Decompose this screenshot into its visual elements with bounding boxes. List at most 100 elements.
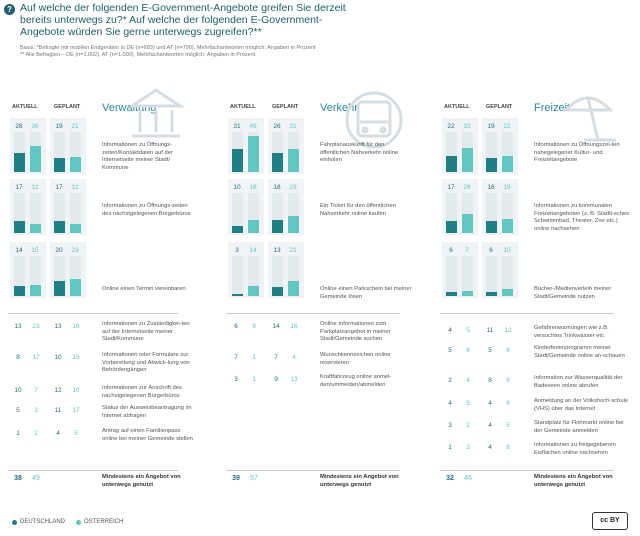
bar-track bbox=[30, 193, 41, 233]
row-value: 16 bbox=[290, 323, 298, 330]
bar-at bbox=[288, 216, 299, 233]
bar-value: 18 bbox=[273, 184, 281, 191]
footnote-all: ** Alle Befragten – DE (n=1.002), AT (n=… bbox=[20, 52, 256, 58]
bar-track bbox=[446, 256, 457, 296]
row-value: 4 bbox=[292, 354, 296, 361]
bar-value: 31 bbox=[233, 123, 241, 130]
bar-value: 26 bbox=[273, 123, 281, 130]
bar-value: 26 bbox=[15, 123, 23, 130]
row-value: 5 bbox=[16, 407, 20, 414]
bar-de bbox=[446, 221, 457, 233]
bar-track bbox=[446, 193, 457, 233]
bar-value: 22 bbox=[503, 123, 511, 130]
summary-label: Mindestens ein Angebot von unterwegs gen… bbox=[320, 474, 399, 488]
summary-divider bbox=[8, 470, 178, 471]
row-label: Online Informationen zum Parkplatzangebo… bbox=[320, 321, 391, 342]
column-header-current: AKTUELL bbox=[444, 104, 470, 110]
bus-icon bbox=[345, 91, 403, 149]
bar-track bbox=[14, 193, 25, 233]
bar-at bbox=[502, 156, 513, 172]
row-value: 9 bbox=[274, 376, 278, 383]
bar-value: 13 bbox=[273, 247, 281, 254]
row-value: 3 bbox=[448, 422, 452, 429]
row-value: 5 bbox=[506, 422, 510, 429]
institution-icon bbox=[127, 88, 185, 138]
bar-value: 17 bbox=[15, 184, 23, 191]
bar-value: 31 bbox=[289, 123, 297, 130]
question-icon: ? bbox=[4, 4, 15, 15]
row-value: 9 bbox=[252, 323, 256, 330]
row-value: 8 bbox=[16, 354, 20, 361]
bar-de bbox=[14, 221, 25, 233]
bar-label: Online einen Termin vereinbaren bbox=[102, 286, 186, 292]
bar-value: 19 bbox=[55, 123, 63, 130]
section-divider bbox=[8, 313, 178, 314]
row-value: 7 bbox=[274, 354, 278, 361]
bar-value: 10 bbox=[233, 184, 241, 191]
row-value: 6 bbox=[506, 444, 510, 451]
bar-track bbox=[288, 193, 299, 233]
legend-dot-at bbox=[76, 520, 81, 525]
license-badge: cc BY bbox=[592, 512, 628, 530]
bar-at bbox=[70, 157, 81, 172]
bar-value: 19 bbox=[487, 123, 495, 130]
bar-value: 26 bbox=[463, 184, 471, 191]
bar-at bbox=[70, 224, 81, 233]
bar-value: 23 bbox=[289, 184, 297, 191]
bar-de bbox=[486, 158, 497, 172]
summary-label: Mindestens ein Angebot von unterwegs gen… bbox=[534, 474, 613, 488]
row-value: 1 bbox=[252, 354, 256, 361]
bar-value: 6 bbox=[449, 247, 453, 254]
bar-track bbox=[272, 132, 283, 172]
row-value: 10 bbox=[14, 387, 22, 394]
bar-value: 21 bbox=[289, 247, 297, 254]
row-label: Anmeldung an der Volkshoch-schule (VHS) … bbox=[534, 398, 629, 412]
bar-de bbox=[14, 286, 25, 296]
bar-track bbox=[232, 256, 243, 296]
bar-track bbox=[70, 193, 81, 233]
row-value: 10 bbox=[54, 354, 62, 361]
summary-value-at: 57 bbox=[250, 475, 258, 482]
row-value: 17 bbox=[72, 407, 80, 414]
bar-label: Informationen zu kommunalen Freizeitange… bbox=[534, 203, 630, 232]
row-value: 1 bbox=[448, 444, 452, 451]
bar-at bbox=[248, 286, 259, 296]
row-value: 11 bbox=[54, 407, 62, 414]
row-value: 2 bbox=[448, 377, 452, 384]
bar-de bbox=[272, 287, 283, 296]
bar-label: Informationen zu Öffnungszei-ten nahegel… bbox=[534, 142, 620, 163]
row-value: 5 bbox=[488, 347, 492, 354]
row-value: 5 bbox=[466, 327, 470, 334]
summary-label: Mindestens ein Angebot von unterwegs gen… bbox=[102, 474, 181, 488]
row-value: 6 bbox=[234, 323, 238, 330]
row-value: 13 bbox=[54, 323, 62, 330]
bar-at bbox=[30, 285, 41, 296]
bar-label: Informationen zu Öffnungs-zeiten/Kontakt… bbox=[102, 142, 173, 171]
bar-value: 17 bbox=[447, 184, 455, 191]
column-header-current: AKTUELL bbox=[230, 104, 256, 110]
bar-track bbox=[70, 256, 81, 296]
bar-de bbox=[486, 221, 497, 233]
bar-track bbox=[272, 256, 283, 296]
column-header-planned: GEPLANT bbox=[272, 104, 299, 110]
bar-at bbox=[462, 214, 473, 233]
row-label: Information zur Wasserqualität der Bades… bbox=[534, 375, 623, 389]
bar-track bbox=[288, 256, 299, 296]
row-value: 3 bbox=[234, 376, 238, 383]
row-value: 5 bbox=[74, 430, 78, 437]
legend-label-at: ÖSTERREICH bbox=[84, 519, 124, 525]
row-value: 7 bbox=[34, 387, 38, 394]
bar-value: 6 bbox=[489, 247, 493, 254]
bar-value: 16 bbox=[487, 184, 495, 191]
row-label: Kinderferienprogramm meiner Stadt/Gemein… bbox=[534, 345, 625, 359]
row-value: 3 bbox=[34, 407, 38, 414]
row-value: 2 bbox=[34, 430, 38, 437]
bar-value: 19 bbox=[503, 184, 511, 191]
bar-at bbox=[248, 220, 259, 233]
row-value: 4 bbox=[448, 400, 452, 407]
bar-at bbox=[70, 279, 81, 296]
bar-track bbox=[14, 132, 25, 172]
bar-value: 15 bbox=[31, 247, 39, 254]
summary-value-de: 39 bbox=[232, 475, 240, 482]
bar-track bbox=[486, 193, 497, 233]
